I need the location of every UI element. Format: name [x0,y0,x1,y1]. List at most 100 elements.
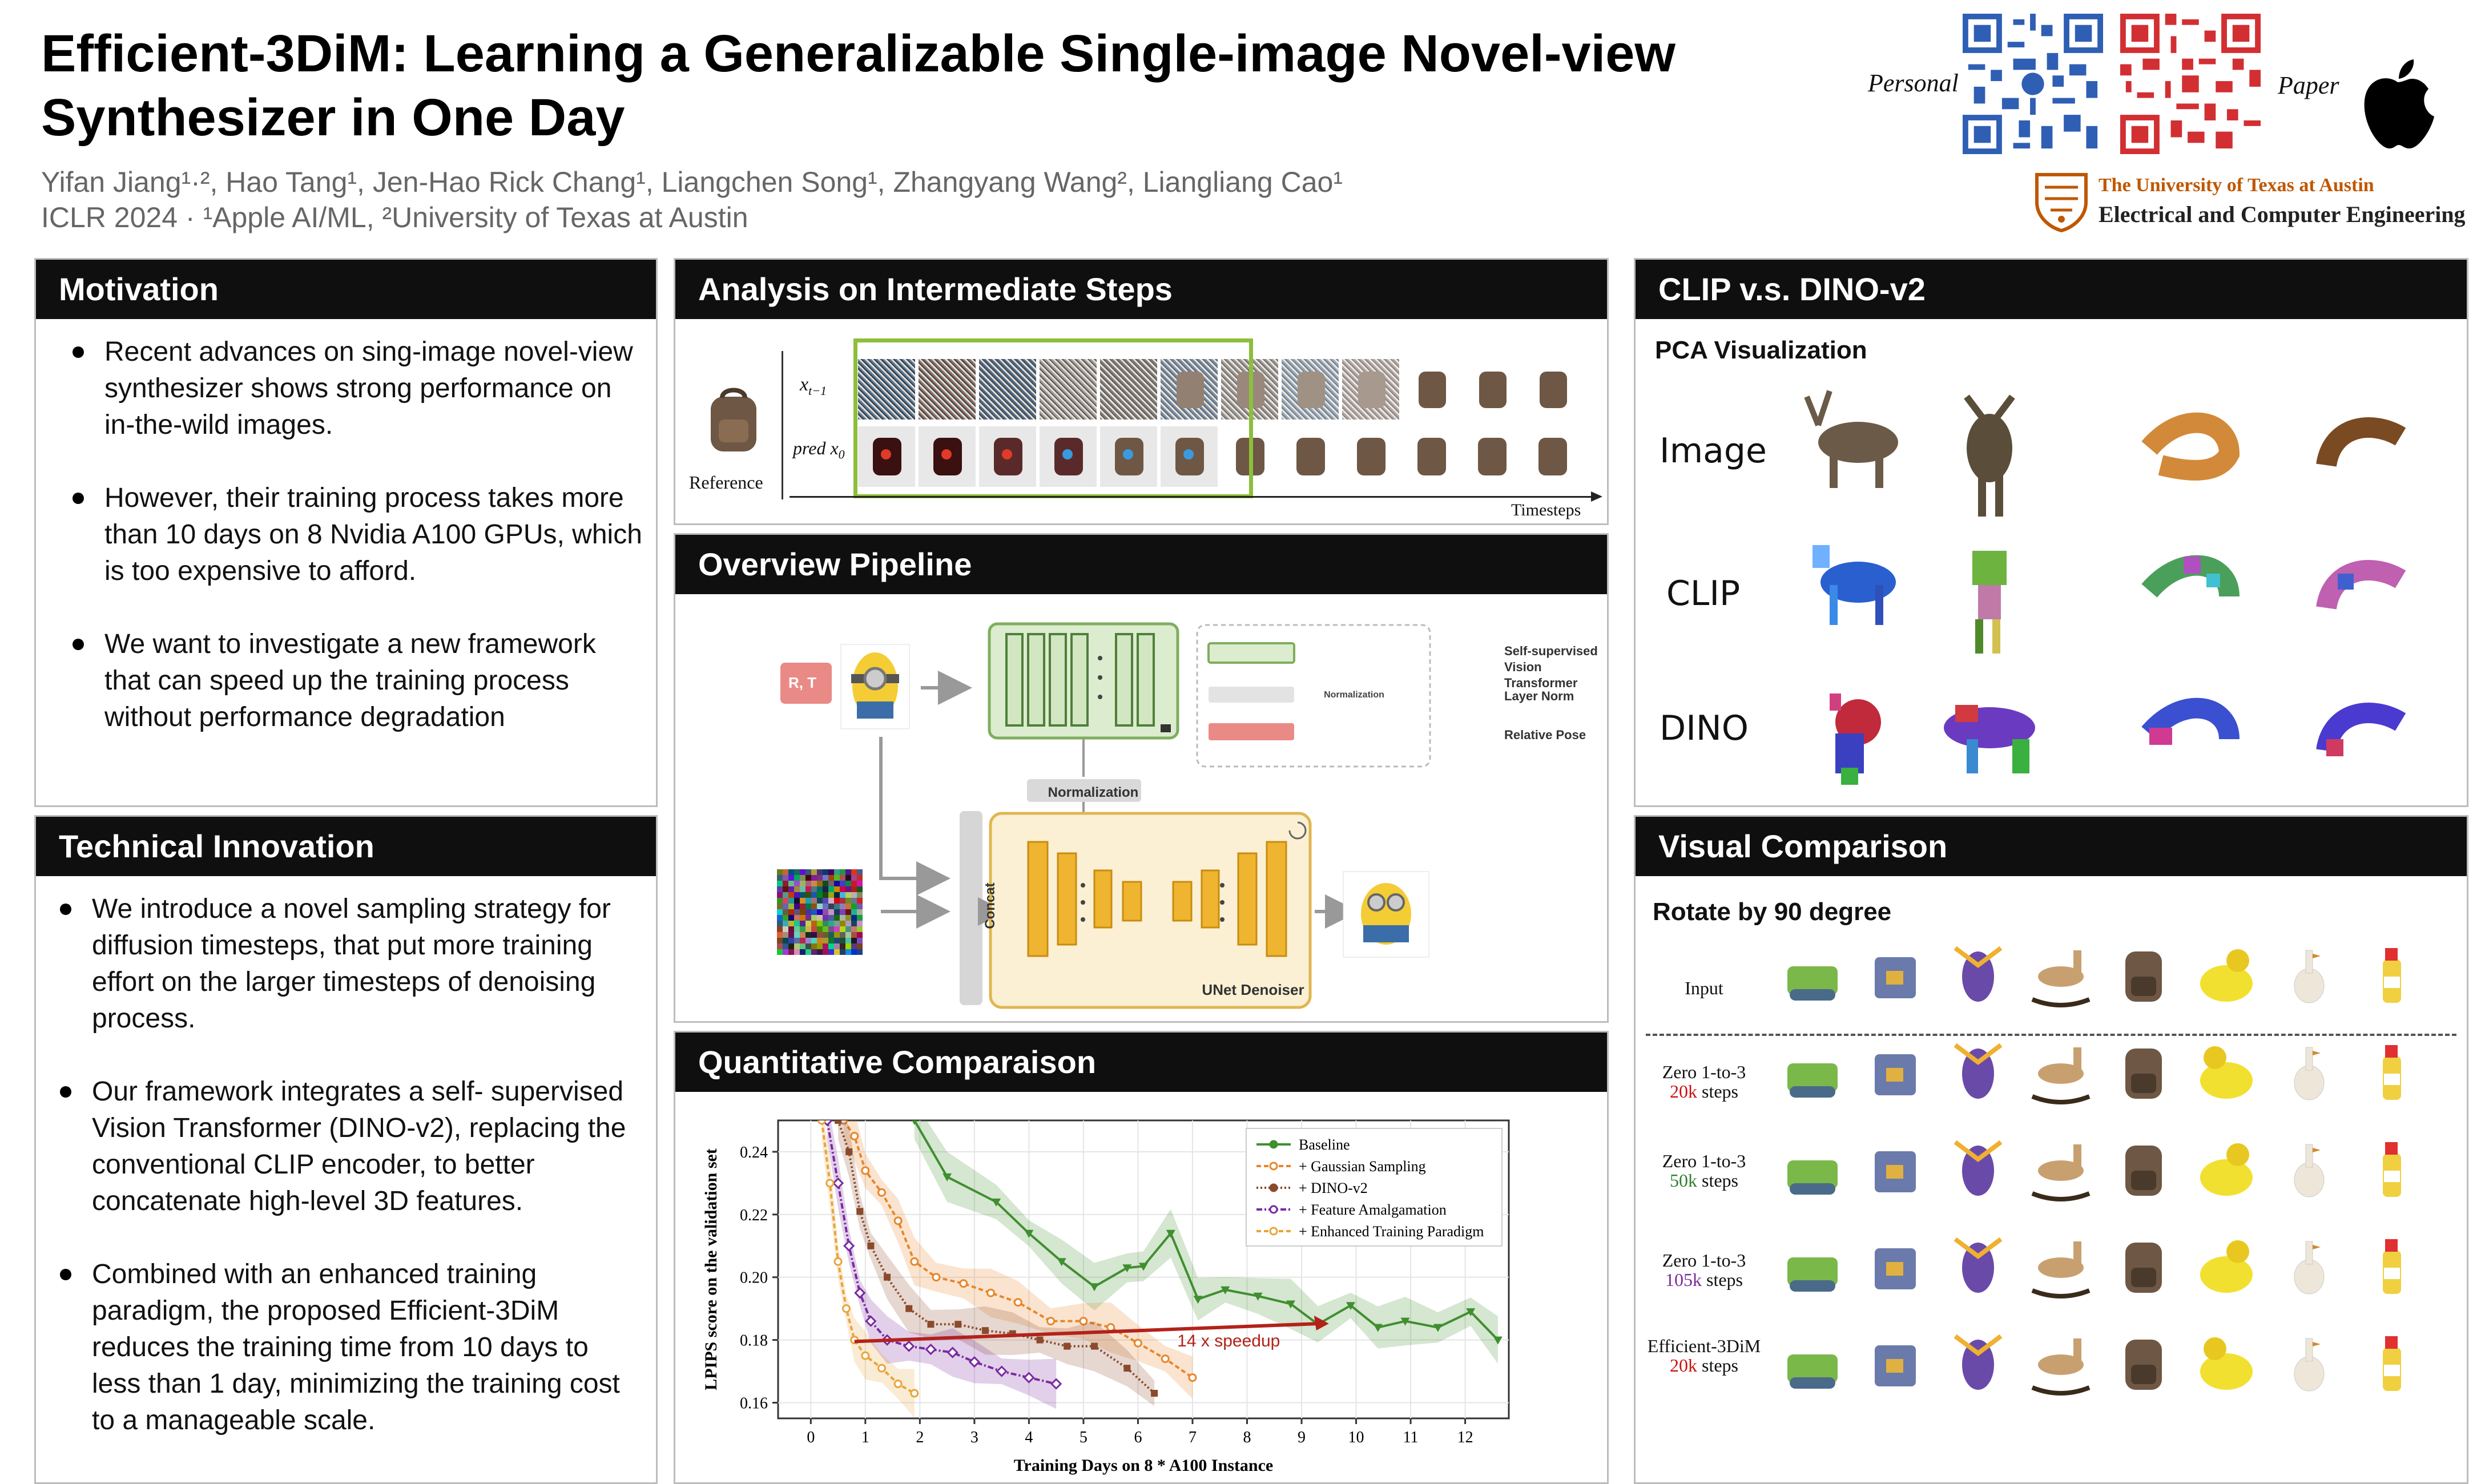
innovation-bullet-1: We introduce a novel sampling strategy f… [57,891,642,1037]
clip-dino-panel: CLIP v.s. DINO-v2 PCA Visualization Imag… [1634,258,2468,807]
noisy-thumb [858,359,915,420]
series-point [850,1131,859,1140]
comparison-thumb-dragon [1954,946,2003,1002]
clip-dino-heading: CLIP v.s. DINO-v2 [1636,260,2467,319]
legend-pose-tag: R, T [1341,727,1367,742]
series-point [946,1346,958,1358]
comparison-thumb-horse [2031,1338,2091,1396]
prediction-thumb [1403,426,1460,487]
prediction-thumb [1463,426,1520,487]
series-confidence-band [827,1120,1057,1409]
comparison-thumb-bottle [2383,1142,2401,1197]
series-point [910,1257,919,1266]
series-1 [839,1120,1197,1399]
prediction-thumb [1161,426,1218,487]
series-point [1151,1390,1158,1397]
timestep-axis-label: Timesteps [1511,501,1581,519]
legend-pose: Relative Pose [1504,728,1586,742]
comparison-thumb-cube [1875,1345,1916,1386]
noisy-thumb [1403,359,1460,420]
minion-input-image [840,644,910,729]
normalization-box [1027,779,1141,802]
pca-image-shrimp-1 [2141,412,2240,481]
comparison-thumb-backpack [2125,1146,2162,1196]
y-tick-label: 0.24 [740,1144,768,1162]
comparison-thumb-horse [2031,950,2091,1007]
pca-dino-shrimp-1 [2141,697,2240,745]
series-point [832,1177,844,1189]
series-0 [912,1120,1503,1364]
x-tick-label: 1 [861,1429,869,1446]
visual-heading: Visual Comparison [1636,817,2467,876]
pca-row-image-label: Image [1660,431,1767,471]
pca-image-shrimp-2 [2316,417,2406,467]
comparison-thumb-tank [1787,966,1838,1001]
series-point [1466,1308,1476,1317]
series-point [905,1305,913,1312]
reference-backpack-image [711,388,756,451]
ut-department: Electrical and Computer Engineering [2099,201,2466,227]
motivation-panel: Motivation Recent advances on sing-image… [34,258,658,807]
series-point [1193,1296,1203,1304]
comparison-thumb-duck [2200,949,2253,1002]
series-point [903,1340,915,1352]
analysis-panel: Analysis on Intermediate Steps Reference… [674,258,1609,525]
motivation-bullet-3: We want to investigate a new framework t… [69,626,642,736]
legend-marker [1269,1227,1278,1236]
prediction-thumb [1524,426,1581,487]
series-point [981,1327,989,1334]
concat-bar [960,811,982,1005]
page-title: Efficient-3DiM: Learning a Generalizable… [41,22,1754,150]
x-tick-label: 7 [1189,1429,1197,1446]
pose-input-label: R, T [788,674,817,691]
series-point [1091,1342,1098,1350]
noise-input-image [777,869,863,955]
comparison-thumb-goose [2294,950,2325,1003]
series-point [839,1120,848,1125]
prediction-thumb [1040,426,1097,487]
personal-qr-code[interactable] [1963,14,2103,154]
normalization-label: Normalization [1048,785,1139,800]
speedup-arrowhead-icon [1314,1316,1329,1331]
analysis-divider [782,351,783,499]
pca-dino-shrimp-2 [2316,703,2406,756]
series-point [884,1273,891,1281]
prediction-thumb [858,426,915,487]
noisy-thumb [919,359,976,420]
title-line-1: Efficient-3DiM: Learning a Generalizable… [41,25,1675,83]
pca-clip-moose [1972,551,2007,654]
row-efficient3dim-label: Efficient-3DiM 20k steps [1647,1336,1761,1376]
x-tick-label: 6 [1134,1429,1142,1446]
legend-layernorm: Layer Norm [1504,689,1574,703]
series-point [1013,1298,1022,1307]
series-point [825,1179,835,1188]
pca-clip-deer [1813,545,1896,625]
x-tick-label: 4 [1025,1429,1033,1446]
series-point [877,1364,886,1373]
paper-qr-code[interactable] [2120,14,2261,154]
legend-marker [1269,1205,1278,1214]
ut-name: The University of Texas at Austin [2099,175,2374,196]
comparison-thumb-duck [2200,1240,2253,1293]
series-point [861,1351,870,1360]
series-point [854,1287,866,1299]
legend-vit: Self-supervised Vision Transformer [1504,644,1598,690]
ut-austin-shield-icon [2035,173,2088,233]
series-point [1024,1229,1034,1238]
motivation-bullet-2: However, their training process takes mo… [69,480,642,590]
noisy-thumb [1342,359,1399,420]
innovation-heading: Technical Innovation [36,817,656,876]
series-point [817,1120,826,1125]
series-point [959,1279,968,1288]
title-line-2: Synthesizer in One Day [41,88,625,147]
row-input-label: Input [1685,978,1723,998]
x-tick-label: 3 [970,1429,978,1446]
comparison-thumb-goose [2294,1047,2325,1100]
venue-affiliations: ICLR 2024 · ¹Apple AI/ML, ²University of… [41,201,748,233]
pca-subheading: PCA Visualization [1655,336,1867,364]
comparison-thumb-cube [1875,1248,1916,1289]
series-point [867,1242,875,1249]
early-steps-highlight [853,338,1253,498]
comparison-thumb-duck [2200,1143,2253,1196]
motivation-list: Recent advances on sing-image novel-view… [69,334,642,772]
